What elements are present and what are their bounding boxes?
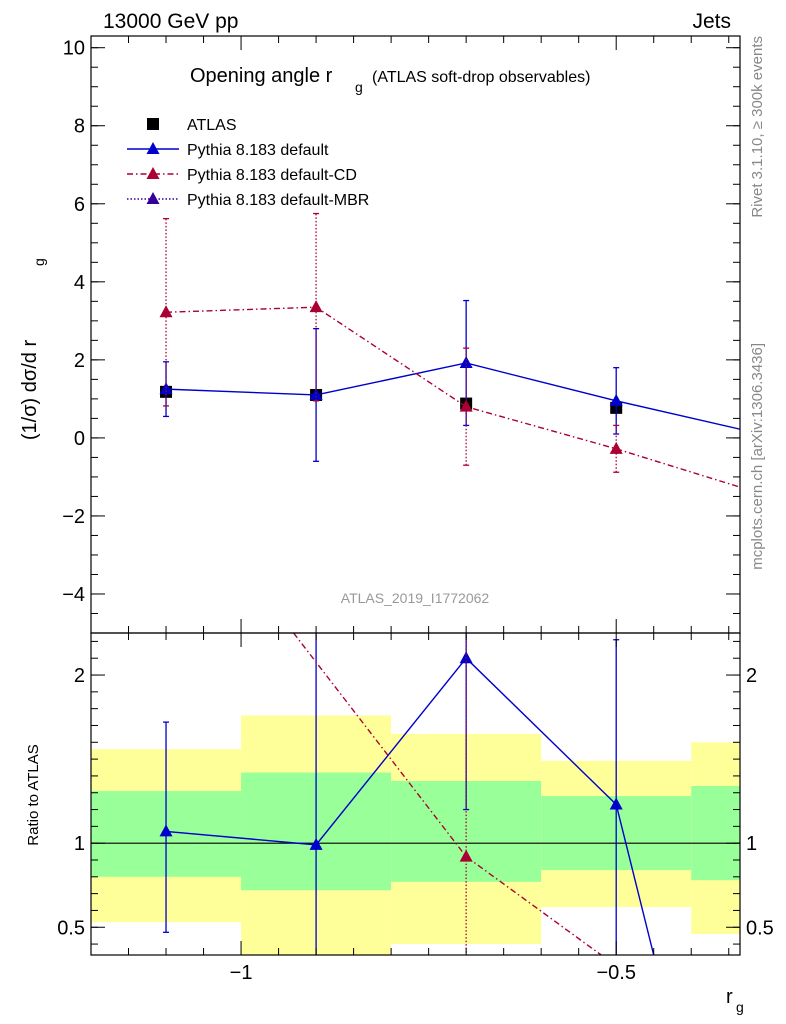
main-title-sub: g <box>355 79 363 95</box>
legend: ATLAS Pythia 8.183 default Pythia 8.183 de… <box>127 117 369 209</box>
ratio-ytick-label-right-2: 2 <box>746 665 757 687</box>
main-y-label-sub: g <box>31 258 47 266</box>
ratio-line-cd <box>293 633 602 955</box>
main-ytick-label-3: 2 <box>74 350 85 372</box>
legend-marker-atlas <box>147 118 159 130</box>
legend-label-default: Pythia 8.183 default <box>187 142 329 159</box>
header-right: Jets <box>692 10 731 33</box>
ratio-panel: 0.5 0.5 1 1 2 2 −1 −0.5 Ratio to ATLAS r g <box>25 632 774 1015</box>
main-point-default-1 <box>309 387 323 400</box>
main-point-cd-0 <box>159 305 173 318</box>
main-title: Opening angle r g (ATLAS soft-drop obser… <box>190 65 590 95</box>
main-title-text: Opening angle r <box>190 65 333 87</box>
legend-marker-cd <box>146 167 160 179</box>
header-left: 13000 GeV pp <box>103 10 238 33</box>
ratio-ytick-label-right-1: 1 <box>746 833 757 855</box>
main-point-default-3 <box>609 393 623 406</box>
ratio-point-default-0 <box>159 824 173 837</box>
watermark: ATLAS_2019_I1772062 <box>341 590 490 606</box>
legend-marker-default <box>146 142 160 154</box>
main-point-cd-1 <box>309 300 323 313</box>
legend-marker-mbr <box>146 192 160 204</box>
ratio-y-ticks: 0.5 0.5 1 1 2 2 <box>57 640 774 945</box>
ratio-frame <box>90 632 741 956</box>
main-x-ticks <box>90 36 730 633</box>
main-panel: −4 −2 0 2 4 6 8 10 Opening angle r g (ATLAS sof… <box>19 35 741 634</box>
x-axis-label: r g <box>726 986 744 1015</box>
main-point-cd-2 <box>459 399 473 412</box>
legend-label-cd: Pythia 8.183 default-CD <box>187 167 357 184</box>
main-ytick-label-4: 4 <box>74 272 85 294</box>
main-y-ticks: −4 −2 0 2 4 6 8 10 <box>62 38 740 634</box>
ratio-x-ticks: −1 −0.5 <box>90 633 730 984</box>
ratio-ytick-label-1: 1 <box>74 833 85 855</box>
ratio-band-green-4 <box>691 786 740 881</box>
side-label-bottom: mcplots.cern.ch [arXiv:1306.3436] <box>749 343 766 570</box>
ratio-plot-area <box>91 633 740 955</box>
main-point-default-2 <box>459 355 473 368</box>
main-ytick-label-1: −2 <box>62 506 85 528</box>
main-point-cd-3 <box>609 441 623 454</box>
ratio-ytick-label-2: 2 <box>74 665 85 687</box>
main-y-label: (1/σ) dσ/d r g <box>19 258 47 440</box>
x-axis-label-text: r <box>726 986 733 1008</box>
main-ytick-label-7: 10 <box>63 38 85 60</box>
main-ytick-label-5: 6 <box>74 194 85 216</box>
ratio-point-default-1 <box>309 837 323 850</box>
side-label-top: Rivet 3.1.10, ≥ 300k events <box>749 36 766 218</box>
main-ytick-label-2: 0 <box>74 428 85 450</box>
x-tick-label-1: −0.5 <box>596 962 635 984</box>
main-ytick-label-0: −4 <box>62 584 85 606</box>
ratio-point-default-3 <box>609 797 623 810</box>
x-axis-label-sub: g <box>736 999 744 1015</box>
ratio-point-cd-1 <box>459 849 473 862</box>
ratio-y-label: Ratio to ATLAS <box>25 744 42 845</box>
ratio-ytick-label-right-0: 0.5 <box>746 917 774 939</box>
main-plot-area <box>159 212 740 488</box>
x-tick-label-0: −1 <box>230 962 253 984</box>
main-y-label-text: (1/σ) dσ/d r <box>19 340 41 441</box>
main-line-cd <box>166 306 740 488</box>
main-title-note: (ATLAS soft-drop observables) <box>372 69 590 86</box>
legend-label-atlas: ATLAS <box>187 117 237 134</box>
ratio-ytick-label-0: 0.5 <box>57 917 85 939</box>
legend-label-mbr: Pythia 8.183 default-MBR <box>187 192 369 209</box>
main-line-default <box>166 362 740 430</box>
main-ytick-label-6: 8 <box>74 116 85 138</box>
